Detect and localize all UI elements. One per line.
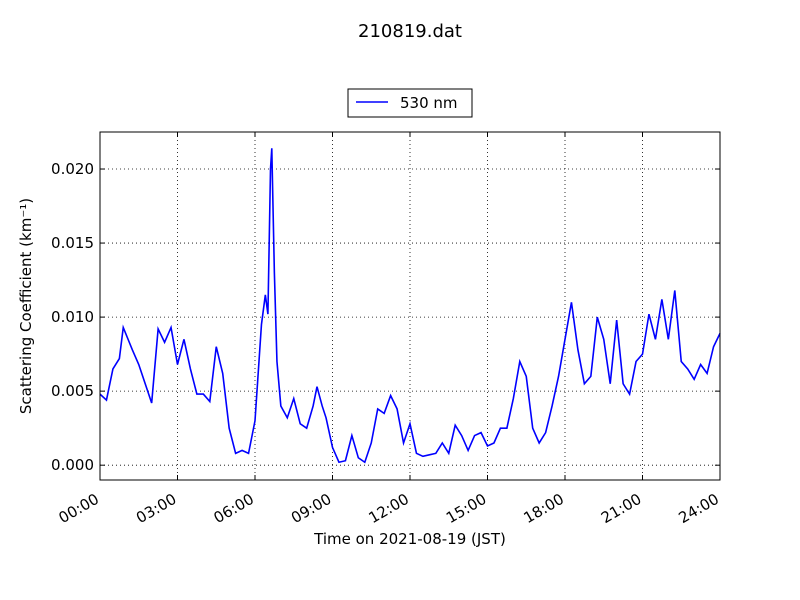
plot-frame xyxy=(99,131,721,481)
x-tick-label: 03:00 xyxy=(133,490,179,527)
x-tick-label: 15:00 xyxy=(443,490,489,527)
y-tick-label: 0.010 xyxy=(51,308,94,326)
legend-box xyxy=(347,88,473,118)
x-tick-label: 12:00 xyxy=(366,490,412,527)
x-tick-label: 00:00 xyxy=(56,490,102,527)
legend-label: 530 nm xyxy=(400,94,458,112)
data-line xyxy=(99,148,721,464)
chart-title: 210819.dat xyxy=(358,21,462,42)
x-tick-label: 21:00 xyxy=(598,490,644,527)
y-axis-label: Scattering Coefficient (km⁻¹) xyxy=(17,198,35,414)
y-tick-label: 0.005 xyxy=(51,382,94,400)
y-tick-label: 0.000 xyxy=(51,456,94,474)
y-tick-label: 0.015 xyxy=(51,234,94,252)
x-tick-label: 09:00 xyxy=(288,490,334,527)
x-tick-label: 06:00 xyxy=(211,490,257,527)
y-tick-label: 0.020 xyxy=(51,160,94,178)
x-axis-label: Time on 2021-08-19 (JST) xyxy=(313,530,506,548)
x-tick-label: 24:00 xyxy=(676,490,722,527)
x-tick-label: 18:00 xyxy=(521,490,567,527)
